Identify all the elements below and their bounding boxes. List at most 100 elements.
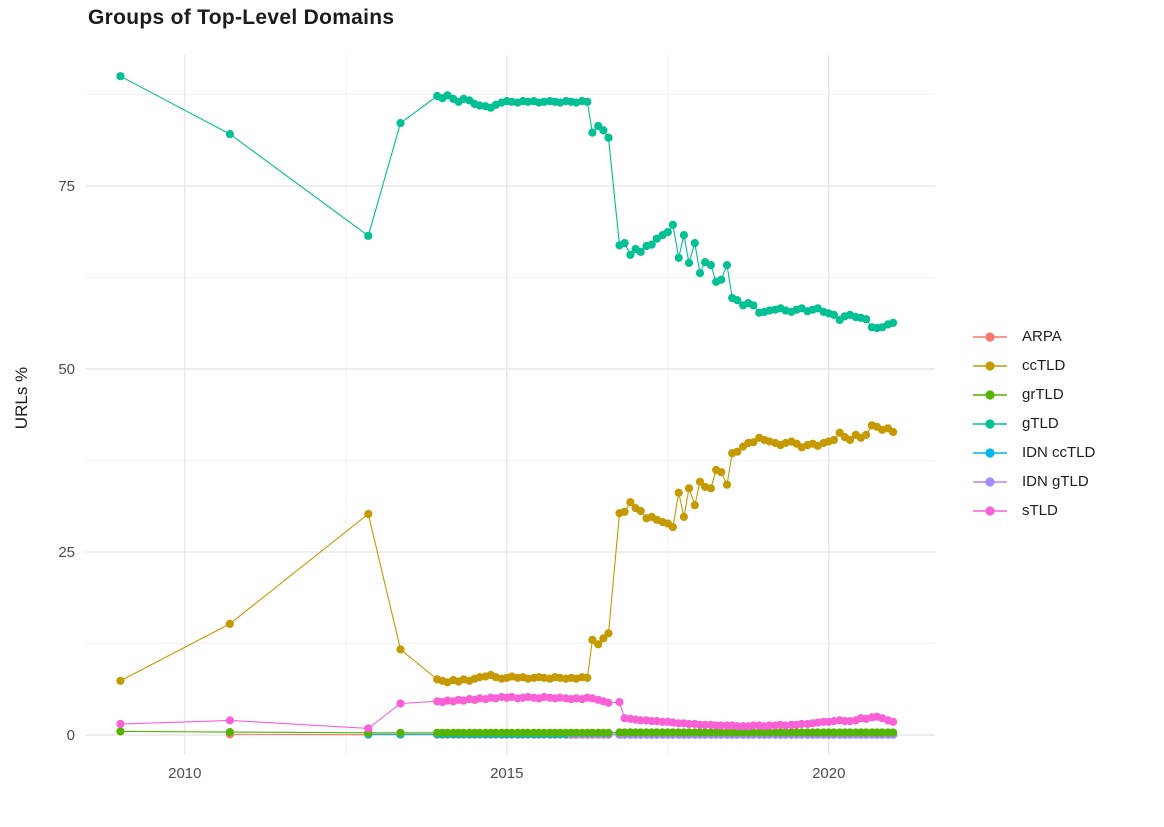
series-point-ccTLD: [674, 488, 683, 497]
series-point-ccTLD: [845, 435, 855, 445]
series-point-grTLD: [733, 728, 742, 737]
series-point-sTLD: [889, 717, 898, 726]
y-tick-label: 25: [58, 544, 75, 562]
series-point-ccTLD: [604, 629, 613, 638]
series-point-grTLD: [491, 728, 500, 737]
series-point-ccTLD: [668, 523, 678, 532]
series-point-sTLD: [615, 698, 624, 707]
series-point-grTLD: [459, 728, 468, 737]
series-point-ccTLD: [594, 640, 603, 649]
series-point-ccTLD: [695, 477, 705, 486]
series-point-sTLD: [684, 719, 694, 729]
series-point-gTLD: [829, 310, 839, 319]
series-point-grTLD: [507, 728, 516, 737]
series-point-grTLD: [797, 728, 806, 737]
series-point-ccTLD: [679, 512, 689, 522]
series-point-gTLD: [717, 275, 726, 284]
legend: ARPA ccTLD grTLD gTLD IDN ccTLD IDN gTLD sTLD: [972, 322, 1095, 525]
x-tick-label: 2020: [812, 765, 846, 782]
series-point-sTLD: [604, 698, 613, 707]
series-point-gTLD: [684, 258, 694, 267]
legend-key-icon: [973, 418, 1007, 429]
series-point-sTLD: [116, 719, 125, 729]
series-point-ccTLD: [706, 484, 716, 493]
series-point-grTLD: [225, 728, 234, 737]
series-point-sTLD: [396, 699, 405, 708]
series-point-ccTLD: [588, 635, 597, 645]
legend-key-icon: [973, 360, 1007, 371]
legend-label: ccTLD: [1022, 357, 1066, 374]
series-point-grTLD: [668, 728, 678, 737]
series-point-grTLD: [829, 728, 839, 737]
series-point-grTLD: [878, 728, 887, 737]
series-point-gTLD: [749, 301, 758, 310]
series-point-gTLD: [674, 253, 683, 262]
series-point-grTLD: [443, 728, 452, 737]
legend-label: gTLD: [1022, 415, 1059, 432]
legend-label: ARPA: [1022, 328, 1062, 345]
series-point-grTLD: [781, 728, 790, 737]
series-point-sTLD: [749, 721, 758, 730]
chart-title: Groups of Top-Level Domains: [88, 6, 395, 29]
series-point-gTLD: [706, 261, 716, 270]
series-point-ccTLD: [829, 435, 839, 445]
legend-item-IDN-gTLD: IDN gTLD: [972, 467, 1095, 496]
y-tick-label: 0: [66, 727, 75, 745]
series-point-sTLD: [797, 719, 806, 729]
series-point-grTLD: [540, 728, 549, 737]
legend-key-icon: [973, 447, 1007, 458]
series-point-gTLD: [722, 261, 732, 270]
series-point-grTLD: [684, 728, 694, 737]
series-point-ccTLD: [749, 438, 758, 447]
legend-item-ccTLD: ccTLD: [972, 351, 1095, 380]
series-point-grTLD: [396, 728, 405, 737]
series-point-grTLD: [620, 728, 629, 737]
series-point-gTLD: [599, 126, 608, 135]
series-point-sTLD: [225, 716, 234, 725]
series-point-gTLD: [636, 247, 645, 256]
series-point-ccTLD: [396, 645, 405, 654]
y-axis-title: URLs %: [12, 366, 31, 430]
legend-item-sTLD: sTLD: [972, 496, 1095, 525]
series-point-grTLD: [636, 728, 645, 737]
series-point-grTLD: [652, 728, 661, 737]
legend-label: grTLD: [1022, 386, 1064, 403]
series-point-grTLD: [523, 728, 533, 737]
legend-key-icon: [973, 331, 1007, 342]
series-point-gTLD: [679, 231, 689, 240]
series-point-ccTLD: [684, 484, 694, 493]
legend-key-icon: [973, 389, 1007, 400]
series-point-sTLD: [636, 716, 645, 725]
series-point-gTLD: [620, 239, 629, 248]
legend-item-ARPA: ARPA: [972, 322, 1095, 351]
series-point-gTLD: [396, 119, 405, 128]
series-point-gTLD: [626, 250, 635, 259]
legend-label: IDN ccTLD: [1022, 444, 1096, 461]
series-point-grTLD: [701, 728, 710, 737]
series-point-gTLD: [604, 133, 613, 142]
series-point-grTLD: [717, 728, 726, 737]
series-point-ccTLD: [717, 468, 726, 477]
series-point-grTLD: [749, 728, 758, 737]
series-point-gTLD: [647, 240, 656, 249]
series-point-ccTLD: [862, 430, 871, 439]
series-point-grTLD: [604, 728, 613, 737]
series-point-ccTLD: [225, 619, 234, 628]
series-point-ccTLD: [636, 506, 645, 516]
series-point-ccTLD: [116, 676, 125, 685]
series-point-grTLD: [572, 728, 581, 737]
series-point-sTLD: [733, 722, 742, 731]
series-point-ccTLD: [690, 501, 699, 510]
series-point-gTLD: [588, 128, 597, 137]
series-point-grTLD: [556, 728, 565, 737]
y-tick-label: 75: [58, 178, 75, 196]
x-tick-label: 2015: [490, 765, 524, 782]
legend-label: sTLD: [1022, 502, 1058, 519]
series-point-gTLD: [364, 231, 373, 240]
legend-item-IDN-ccTLD: IDN ccTLD: [972, 438, 1095, 467]
series-point-sTLD: [364, 724, 373, 733]
legend-key-icon: [973, 505, 1007, 516]
series-point-ccTLD: [889, 427, 898, 437]
